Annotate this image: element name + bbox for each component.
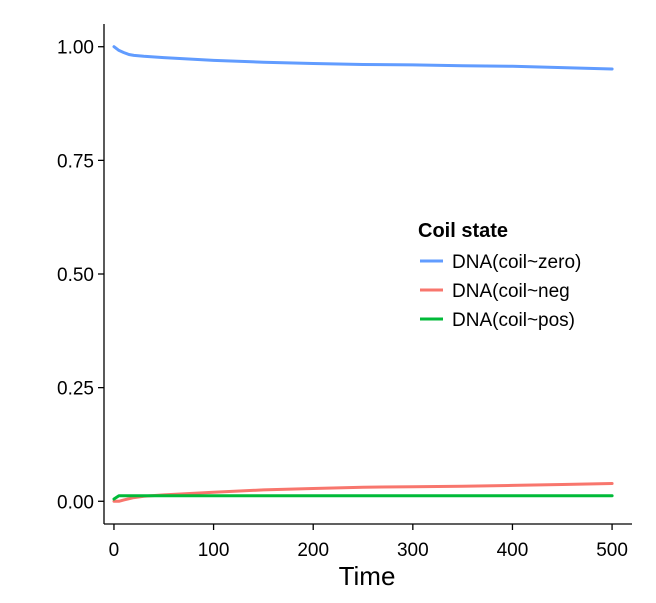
x-axis-title: Time <box>339 561 396 591</box>
x-tick-label: 400 <box>497 540 529 561</box>
y-ticks: 0.00 0.25 0.50 0.75 1.00 <box>57 38 104 513</box>
y-tick-label: 0.50 <box>57 265 94 286</box>
x-tick-label: 100 <box>198 540 230 561</box>
legend: Coil state DNA(coil~zero)DNA(coil~negDNA… <box>418 220 581 331</box>
legend-title: Coil state <box>418 220 508 242</box>
x-tick-label: 300 <box>397 540 429 561</box>
x-ticks: 0 100 200 300 400 500 <box>109 524 628 561</box>
x-tick-label: 200 <box>297 540 329 561</box>
x-tick-label: 500 <box>596 540 628 561</box>
legend-label-2: DNA(coil~pos) <box>452 310 575 331</box>
legend-items: DNA(coil~zero) DNA(coil~neg DNA(coil~pos) <box>420 252 581 331</box>
axes <box>103 24 632 525</box>
y-tick-label: 1.00 <box>57 38 94 59</box>
y-tick-label: 0.75 <box>57 151 94 172</box>
series-line-2 <box>112 494 614 501</box>
plot-lines <box>112 45 614 503</box>
legend-label-0: DNA(coil~zero) <box>452 252 581 273</box>
series-line-1 <box>112 482 614 503</box>
y-tick-label: 0.25 <box>57 379 94 400</box>
x-tick-label: 0 <box>109 540 120 561</box>
series-line-0 <box>112 45 614 71</box>
y-tick-label: 0.00 <box>57 492 94 513</box>
legend-label-1: DNA(coil~neg <box>452 281 570 302</box>
